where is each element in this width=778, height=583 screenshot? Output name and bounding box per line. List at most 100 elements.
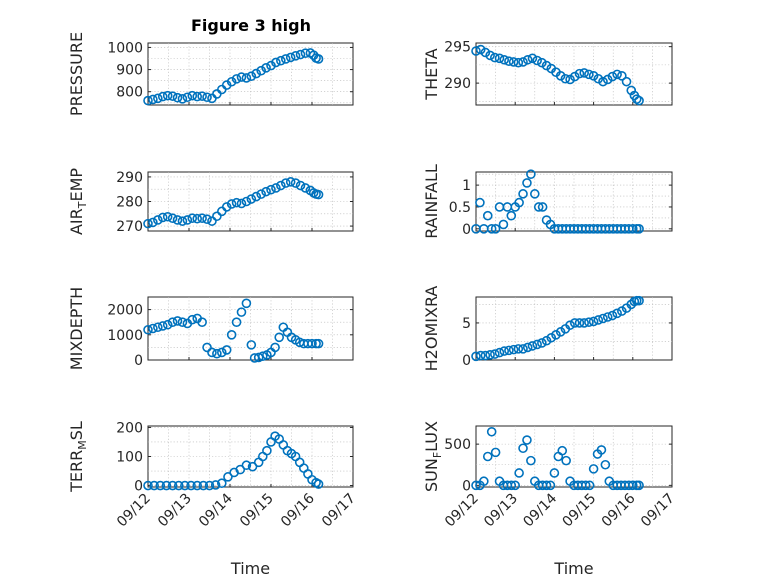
air-temp-data-point xyxy=(276,180,286,191)
air-temp-data-point xyxy=(148,217,158,228)
pressure-data-point xyxy=(157,91,168,102)
pressure-y-tick-label: 1000 xyxy=(107,40,143,56)
terr-msl-x-tick-label: 09/15 xyxy=(237,491,277,531)
mixdepth-data-point xyxy=(148,323,158,334)
h2omixra-data-point xyxy=(579,318,589,328)
theta-y-label: THETA xyxy=(422,48,441,100)
air-temp-panel: 270 280 290 AIRTEMP xyxy=(67,168,354,235)
h2omixra-data-point xyxy=(485,350,495,360)
air-temp-data-point xyxy=(192,213,202,224)
air-temp-data-point xyxy=(207,216,217,226)
rainfall-data-point xyxy=(627,224,638,234)
air-temp-data-point xyxy=(197,213,207,224)
h2omixra-data-point xyxy=(499,346,510,356)
theta-data-point xyxy=(537,57,547,68)
h2omixra-data-point xyxy=(471,351,481,362)
rainfall-data-point xyxy=(529,189,540,199)
rainfall-data-point xyxy=(518,189,528,199)
pressure-data-point xyxy=(266,60,276,71)
terr-msl-data-point xyxy=(180,480,190,491)
rainfall-data-point xyxy=(533,202,544,212)
mixdepth-data-point xyxy=(236,307,247,317)
rainfall-markers xyxy=(471,169,644,234)
terr-msl-data-point xyxy=(217,478,227,489)
sun-flux-data-point xyxy=(596,445,607,455)
pressure-data-point xyxy=(241,73,252,83)
terr-msl-data-point xyxy=(262,445,272,456)
sun-flux-data-point xyxy=(471,480,481,491)
sun-flux-data-point xyxy=(510,480,521,491)
terr-msl-x-tick-label: 09/17 xyxy=(319,491,359,531)
mixdepth-axes-frame xyxy=(147,296,354,361)
h2omixra-data-point xyxy=(593,315,604,325)
mixdepth-data-point xyxy=(226,329,237,340)
figure-title: Figure 3 high xyxy=(191,16,311,35)
pressure-markers xyxy=(143,48,324,106)
terr-msl-markers xyxy=(143,431,324,491)
sun-flux-data-point xyxy=(634,480,644,491)
pressure-data-point xyxy=(313,54,324,64)
theta-data-point xyxy=(560,73,571,84)
pressure-data-point xyxy=(280,54,291,64)
mixdepth-data-point xyxy=(202,342,212,353)
terr-msl-x-tick-label: 09/14 xyxy=(196,490,236,530)
h2omixra-data-point xyxy=(522,342,533,353)
air-temp-y-label: AIRTEMP xyxy=(67,168,89,235)
rainfall-y-tick-label: 0.5 xyxy=(449,200,471,216)
air-temp-data-point xyxy=(241,196,252,207)
air-temp-data-point xyxy=(290,178,301,188)
terr-msl-panel: 0 100 200 09/12 09/13 09/14 09/15 09/16 09/17 Tim… xyxy=(67,420,359,578)
terr-msl-data-point xyxy=(173,480,184,491)
sun-flux-x-label: Time xyxy=(553,559,593,578)
mixdepth-data-point xyxy=(187,314,198,325)
terr-msl-data-point xyxy=(186,480,196,491)
mixdepth-y-label: MIXDEPTH xyxy=(67,287,86,370)
h2omixra-data-point xyxy=(569,318,580,328)
sun-flux-x-tick-label: 09/17 xyxy=(638,491,678,531)
sun-flux-data-point xyxy=(506,480,517,491)
theta-y-tick-label: 290 xyxy=(444,76,471,92)
air-temp-data-point xyxy=(285,177,296,187)
h2omixra-data-point xyxy=(565,320,575,330)
terr-msl-data-point xyxy=(210,480,221,490)
sun-flux-panel: 0 500 09/12 09/13 09/14 09/15 09/16 09/17 Time SU… xyxy=(422,421,678,578)
pressure-data-point xyxy=(295,49,306,60)
mixdepth-y-tick-label: 0 xyxy=(134,353,143,369)
mixdepth-data-point xyxy=(231,317,242,328)
terr-msl-data-point xyxy=(167,480,178,491)
terr-msl-data-point xyxy=(161,480,172,491)
rainfall-data-point xyxy=(514,197,524,208)
rainfall-data-point xyxy=(526,169,536,179)
sun-flux-data-point xyxy=(490,447,501,458)
terr-msl-data-point xyxy=(198,480,209,491)
theta-data-point xyxy=(471,46,481,56)
theta-data-point xyxy=(579,68,589,78)
theta-data-point xyxy=(532,55,542,66)
pressure-data-point xyxy=(182,92,193,103)
sun-flux-data-point xyxy=(482,451,493,462)
h2omixra-data-point xyxy=(634,295,644,306)
h2omixra-data-point xyxy=(494,347,505,358)
mixdepth-y-tick-label: 2000 xyxy=(107,303,143,319)
mixdepth-y-tick-label: 1000 xyxy=(107,328,143,344)
sun-flux-data-point xyxy=(561,455,571,466)
rainfall-data-point xyxy=(522,178,532,188)
pressure-data-point xyxy=(172,92,183,103)
sun-flux-y-label: SUNFLUX xyxy=(422,421,444,492)
pressure-data-point xyxy=(256,65,266,76)
air-temp-data-point xyxy=(153,215,163,225)
h2omixra-data-point xyxy=(588,316,599,327)
theta-data-point xyxy=(518,57,528,67)
theta-data-point xyxy=(499,54,510,65)
h2omixra-data-point xyxy=(584,317,594,328)
air-temp-y-tick-label: 270 xyxy=(116,219,143,235)
h2omixra-data-point xyxy=(555,327,566,337)
terr-msl-y-tick-label: 100 xyxy=(116,450,143,466)
h2omixra-data-point xyxy=(602,312,613,322)
h2omixra-data-point xyxy=(490,349,500,359)
air-temp-y-tick-label: 280 xyxy=(116,195,143,211)
theta-data-point xyxy=(607,71,618,82)
air-temp-data-point xyxy=(271,183,281,193)
theta-data-point xyxy=(584,69,594,80)
air-temp-data-point xyxy=(313,189,324,200)
